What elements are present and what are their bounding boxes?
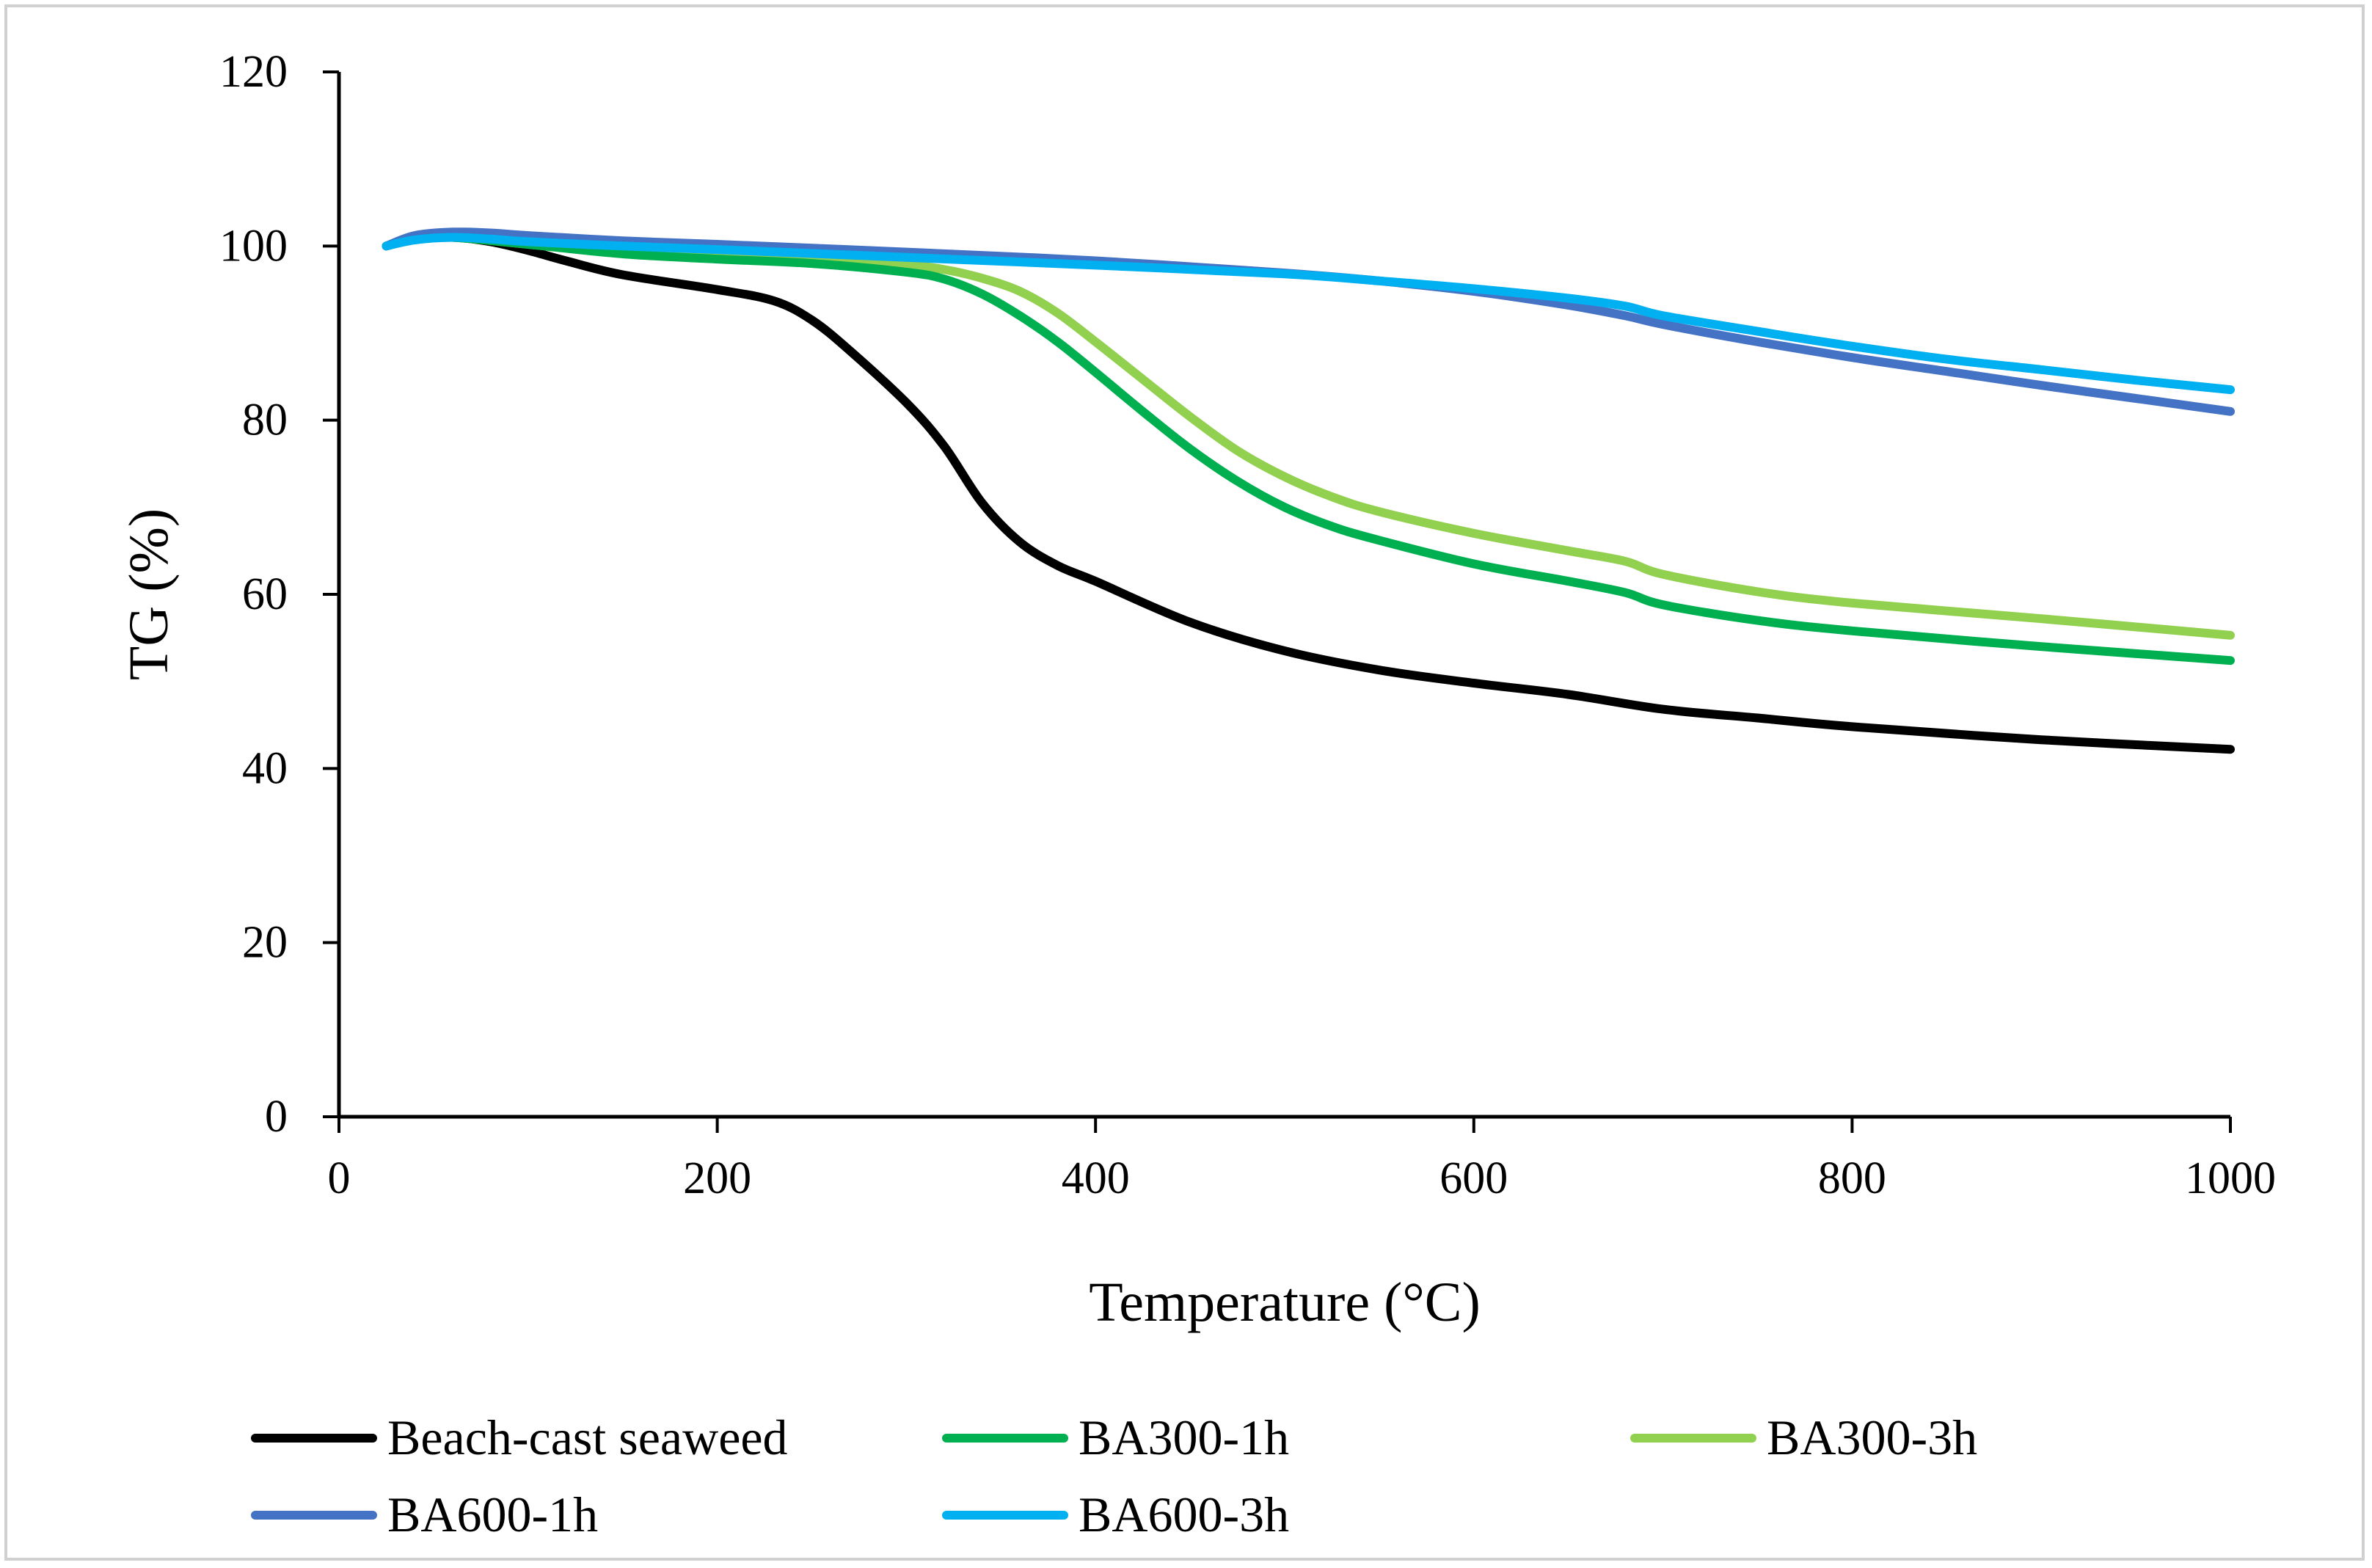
- legend-item-ba300-1h: BA300-1h: [942, 1410, 1289, 1465]
- series-layer: [382, 227, 2235, 754]
- x-tick-label: 200: [683, 1153, 751, 1203]
- x-tick-label: 1000: [2185, 1153, 2276, 1203]
- legend-item-beach-cast-seaweed: Beach-cast seaweed: [251, 1410, 788, 1465]
- x-tick-label: 400: [1062, 1153, 1130, 1203]
- y-tick-label: 100: [219, 221, 288, 271]
- y-tick-label: 40: [242, 743, 288, 793]
- figure-frame: 0 20 40 60 80 100 120 0 200 400 600 800 1000 Temper…: [4, 4, 2365, 1561]
- y-tick-label: 0: [265, 1092, 288, 1142]
- x-tick-label: 0: [328, 1153, 351, 1203]
- series-line-beach-cast-seaweed: [382, 233, 2235, 754]
- legend-label: Beach-cast seaweed: [387, 1410, 788, 1465]
- x-tick-label: 600: [1439, 1153, 1508, 1203]
- legend: Beach-cast seaweed BA300-1h BA300-3h BA600-…: [251, 1410, 1977, 1542]
- y-tick-label: 60: [242, 569, 288, 619]
- legend-item-ba600-1h: BA600-1h: [251, 1487, 598, 1542]
- series-line-ba300-1h: [382, 233, 2235, 666]
- legend-item-ba300-3h: BA300-3h: [1630, 1410, 1977, 1465]
- legend-label: BA600-3h: [1079, 1487, 1289, 1542]
- y-axis-title: TG (%): [118, 508, 180, 680]
- series-line-ba600-3h: [382, 233, 2235, 395]
- y-axis-ticks: 0 20 40 60 80 100 120: [219, 47, 339, 1142]
- x-axis-title: Temperature (°C): [1089, 1272, 1481, 1333]
- legend-label: BA600-1h: [387, 1487, 598, 1542]
- x-axis-ticks: 0 200 400 600 800 1000: [328, 1117, 2276, 1203]
- y-tick-label: 20: [242, 918, 288, 968]
- legend-item-ba600-3h: BA600-3h: [942, 1487, 1289, 1542]
- y-tick-label: 80: [242, 395, 288, 445]
- series-line-ba300-3h: [382, 233, 2235, 640]
- tg-chart: 0 20 40 60 80 100 120 0 200 400 600 800 1000 Temper…: [118, 47, 2276, 1542]
- legend-label: BA300-3h: [1767, 1410, 1977, 1465]
- y-tick-label: 120: [219, 47, 288, 97]
- x-tick-label: 800: [1818, 1153, 1886, 1203]
- legend-label: BA300-1h: [1079, 1410, 1289, 1465]
